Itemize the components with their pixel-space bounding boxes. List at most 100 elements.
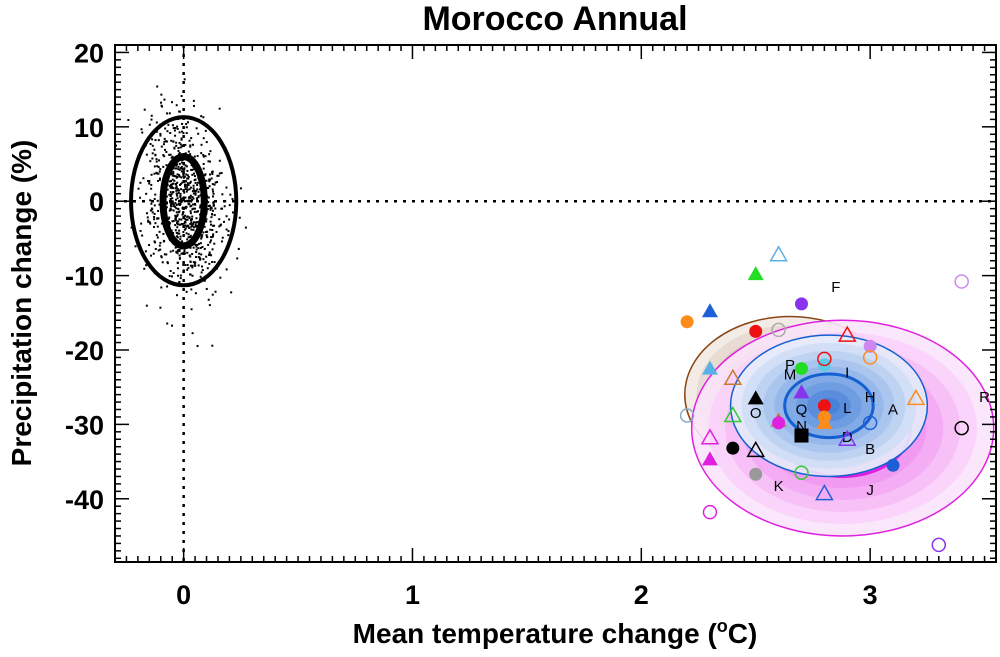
sample-dot bbox=[189, 260, 192, 263]
sample-dot bbox=[164, 127, 167, 130]
sample-dot bbox=[157, 249, 160, 252]
sample-dot bbox=[188, 235, 191, 238]
sample-dot bbox=[159, 134, 162, 137]
sample-dot bbox=[176, 213, 179, 216]
sample-dot bbox=[145, 153, 148, 156]
sample-dot bbox=[205, 255, 208, 258]
sample-dot bbox=[189, 145, 192, 148]
sample-dot bbox=[187, 175, 190, 178]
sample-dot bbox=[175, 192, 178, 195]
sample-dot bbox=[186, 169, 189, 172]
model-point bbox=[746, 440, 766, 458]
sample-dot bbox=[159, 168, 162, 171]
sample-dot bbox=[170, 185, 173, 188]
sample-dot bbox=[172, 209, 175, 212]
sample-dot bbox=[202, 167, 205, 170]
sample-dot bbox=[196, 243, 199, 246]
variability-inner-ellipse bbox=[159, 153, 208, 250]
sample-dot bbox=[209, 160, 212, 163]
sample-dot bbox=[210, 239, 213, 242]
sample-dot bbox=[174, 224, 177, 227]
model-point bbox=[793, 384, 810, 399]
sample-dot bbox=[190, 204, 193, 207]
sample-dot bbox=[178, 229, 181, 232]
sample-dot bbox=[174, 182, 177, 185]
sample-dot bbox=[211, 228, 214, 231]
sample-dot bbox=[200, 235, 203, 238]
sample-dot bbox=[155, 130, 158, 133]
sample-dot bbox=[209, 241, 212, 244]
sample-dot bbox=[171, 124, 174, 127]
sample-dot bbox=[159, 132, 162, 135]
sample-dot bbox=[172, 191, 175, 194]
sample-dot bbox=[176, 125, 179, 128]
sample-dot bbox=[216, 181, 219, 184]
sample-dot bbox=[184, 214, 187, 217]
sample-dot bbox=[156, 172, 159, 175]
sample-dot bbox=[150, 187, 153, 190]
sample-dot bbox=[166, 261, 169, 264]
sample-dot bbox=[210, 236, 213, 239]
sample-dot bbox=[211, 172, 214, 175]
sample-dot bbox=[220, 240, 223, 243]
sample-dot bbox=[219, 223, 222, 226]
sample-dot bbox=[198, 256, 201, 259]
sample-dot bbox=[181, 223, 184, 226]
y-tick-label: 10 bbox=[74, 113, 104, 143]
sample-dot bbox=[208, 185, 211, 188]
sample-dot bbox=[176, 236, 179, 239]
sample-dot bbox=[186, 251, 189, 254]
sample-dot bbox=[172, 170, 175, 173]
model-label: H bbox=[865, 389, 876, 406]
sample-dot bbox=[210, 177, 213, 180]
sample-dot bbox=[184, 264, 187, 267]
sample-dot bbox=[178, 162, 181, 165]
sample-dot bbox=[171, 324, 174, 327]
sample-dot bbox=[206, 186, 209, 189]
sample-dot bbox=[185, 132, 188, 135]
sample-dot bbox=[169, 183, 172, 186]
sample-dot bbox=[210, 254, 213, 257]
sample-dot bbox=[156, 236, 159, 239]
sample-dot bbox=[202, 258, 205, 261]
sample-dot bbox=[189, 273, 192, 276]
sample-dot bbox=[177, 165, 180, 168]
sample-dot bbox=[184, 180, 187, 183]
sample-dot bbox=[220, 171, 223, 174]
sample-dot bbox=[179, 238, 182, 241]
sample-dot bbox=[158, 159, 161, 162]
sample-dot bbox=[205, 220, 208, 223]
sample-dot bbox=[187, 150, 190, 153]
sample-dot bbox=[210, 206, 213, 209]
sample-dot bbox=[153, 204, 156, 207]
sample-dot bbox=[160, 222, 163, 225]
sample-dot bbox=[211, 183, 214, 186]
sample-dot bbox=[187, 202, 190, 205]
sample-dot bbox=[172, 182, 175, 185]
sample-dot bbox=[191, 168, 194, 171]
sample-dot bbox=[139, 229, 142, 232]
model-point bbox=[906, 388, 926, 406]
sample-dot bbox=[180, 138, 183, 141]
sample-dot bbox=[196, 221, 199, 224]
sample-dot bbox=[218, 172, 221, 175]
sample-dot bbox=[180, 137, 183, 140]
sample-dot bbox=[182, 207, 185, 210]
sample-dot bbox=[208, 253, 211, 256]
sample-dot bbox=[210, 216, 213, 219]
sample-dot bbox=[148, 244, 151, 247]
sample-dot bbox=[155, 234, 158, 237]
sample-dot bbox=[189, 186, 192, 189]
sample-dot bbox=[212, 203, 215, 206]
sample-dot bbox=[172, 205, 175, 208]
sample-dot bbox=[175, 203, 178, 206]
sample-dot bbox=[174, 198, 177, 201]
sample-dot bbox=[155, 158, 158, 161]
sample-dot bbox=[160, 256, 163, 259]
sample-dot bbox=[150, 202, 153, 205]
sample-dot bbox=[171, 101, 174, 104]
sample-dot bbox=[192, 104, 195, 107]
sample-dot bbox=[186, 182, 189, 185]
sample-dot bbox=[194, 181, 197, 184]
sample-dot bbox=[198, 252, 201, 255]
